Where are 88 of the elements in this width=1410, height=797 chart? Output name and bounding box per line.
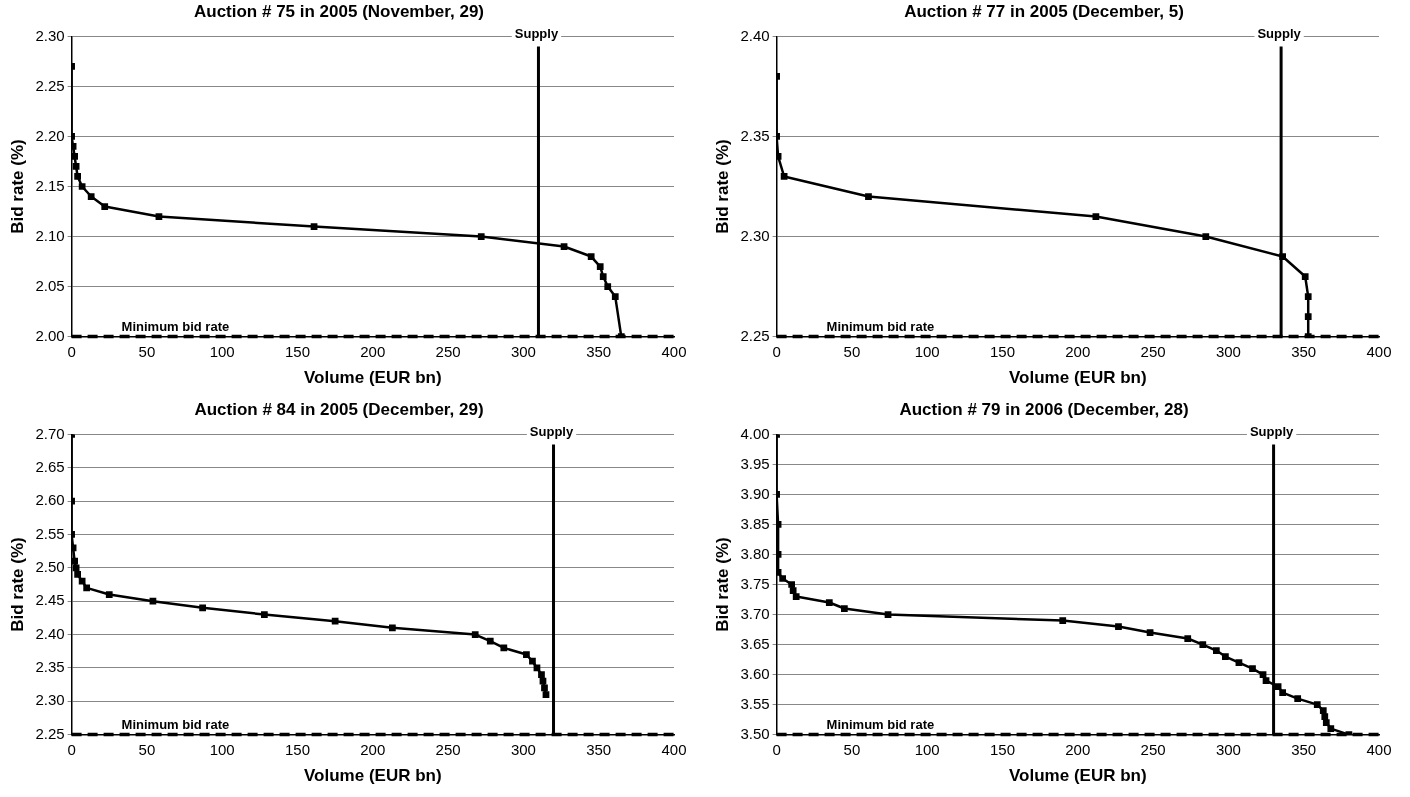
x-tick-label: 350 [586, 342, 612, 360]
x-tick-label: 150 [284, 342, 311, 360]
y-tick-label: 2.20 [35, 126, 65, 144]
x-tick-label: 300 [510, 740, 536, 758]
ref-line-label: Minimum bid rate [121, 318, 230, 334]
y-tick-label: 3.55 [740, 694, 770, 712]
x-tick-label: 200 [360, 740, 386, 758]
x-tick-label: 400 [661, 342, 687, 360]
y-tick-label: 4.00 [740, 424, 770, 442]
ref-line-label: Supply [514, 25, 559, 41]
x-tick-label: 200 [360, 342, 386, 360]
y-tick-label: 2.25 [35, 76, 65, 94]
chart-title: Auction # 84 in 2005 (December, 29) [194, 399, 484, 419]
x-tick-label: 150 [989, 740, 1016, 758]
x-tick-label: 50 [138, 740, 156, 758]
y-tick-label: 3.90 [740, 484, 770, 502]
x-tick-label: 350 [1291, 342, 1317, 360]
x-tick-label: 100 [209, 342, 235, 360]
x-tick-label: 250 [435, 342, 461, 360]
y-tick-label: 3.80 [740, 544, 770, 562]
x-tick-label: 100 [914, 342, 940, 360]
y-tick-label: 2.15 [35, 176, 65, 194]
x-tick-label: 0 [772, 342, 781, 360]
x-axis-title: Volume (EUR bn) [304, 766, 442, 786]
x-tick-label: 0 [67, 342, 76, 360]
x-tick-label: 150 [989, 342, 1016, 360]
chart-title: Auction # 79 in 2006 (December, 28) [899, 399, 1189, 419]
y-axis-title: Bid rate (%) [712, 139, 732, 234]
y-axis-title: Bid rate (%) [712, 537, 732, 632]
x-tick-label: 0 [772, 740, 781, 758]
x-tick-label: 400 [1366, 342, 1392, 360]
x-axis-title: Volume (EUR bn) [304, 368, 442, 388]
y-tick-label: 2.55 [35, 524, 65, 542]
chart-title: Auction # 75 in 2005 (November, 29) [193, 1, 485, 21]
x-tick-label: 250 [1140, 740, 1166, 758]
y-axis-title: Bid rate (%) [7, 537, 27, 632]
y-tick-label: 2.35 [35, 658, 65, 676]
y-tick-label: 3.95 [740, 454, 770, 472]
y-tick-label: 2.00 [35, 326, 65, 344]
x-tick-label: 300 [1215, 342, 1241, 360]
y-tick-label: 2.70 [35, 424, 65, 442]
y-tick-label: 2.25 [740, 326, 770, 344]
x-tick-label: 50 [843, 740, 861, 758]
x-tick-label: 250 [1140, 342, 1166, 360]
ref-line-label: Minimum bid rate [826, 716, 935, 732]
x-tick-label: 400 [1366, 740, 1392, 758]
y-tick-label: 3.50 [740, 724, 770, 742]
x-tick-label: 50 [138, 342, 156, 360]
x-tick-label: 300 [510, 342, 536, 360]
y-tick-label: 2.05 [35, 276, 65, 294]
y-tick-label: 2.40 [35, 624, 65, 642]
x-tick-label: 350 [1291, 740, 1317, 758]
x-tick-label: 300 [1215, 740, 1241, 758]
x-tick-label: 0 [67, 740, 76, 758]
y-tick-label: 2.35 [740, 126, 770, 144]
y-tick-label: 2.10 [35, 226, 65, 244]
x-tick-label: 350 [586, 740, 612, 758]
y-tick-label: 2.65 [35, 457, 65, 475]
y-tick-label: 3.70 [740, 604, 770, 622]
x-tick-label: 250 [435, 740, 461, 758]
y-tick-label: 2.30 [35, 26, 65, 44]
chart-title: Auction # 77 in 2005 (December, 5) [904, 1, 1184, 21]
y-tick-label: 3.60 [740, 664, 770, 682]
y-tick-label: 2.25 [35, 724, 65, 742]
x-tick-label: 150 [284, 740, 311, 758]
ref-line-label: Minimum bid rate [826, 318, 935, 334]
y-axis-title: Bid rate (%) [7, 139, 27, 234]
x-tick-label: 100 [914, 740, 940, 758]
x-tick-label: 400 [661, 740, 687, 758]
y-tick-label: 2.30 [740, 226, 770, 244]
x-axis-title: Volume (EUR bn) [1009, 368, 1147, 388]
x-tick-label: 50 [843, 342, 861, 360]
y-tick-label: 2.45 [35, 591, 65, 609]
ref-line-label: Minimum bid rate [121, 716, 230, 732]
y-tick-label: 2.50 [35, 557, 65, 575]
ref-line-label: Supply [529, 423, 574, 439]
y-tick-label: 2.60 [35, 491, 65, 509]
ref-line-label: Supply [1257, 25, 1302, 41]
ref-line-label: Supply [1249, 423, 1295, 439]
x-tick-label: 100 [209, 740, 235, 758]
x-tick-label: 200 [1065, 342, 1091, 360]
x-tick-label: 200 [1065, 740, 1091, 758]
x-axis-title: Volume (EUR bn) [1009, 766, 1147, 786]
y-tick-label: 2.40 [740, 26, 770, 44]
y-tick-label: 2.30 [35, 691, 65, 709]
y-tick-label: 3.85 [740, 514, 770, 532]
y-tick-label: 3.65 [740, 634, 770, 652]
y-tick-label: 3.75 [740, 574, 770, 592]
